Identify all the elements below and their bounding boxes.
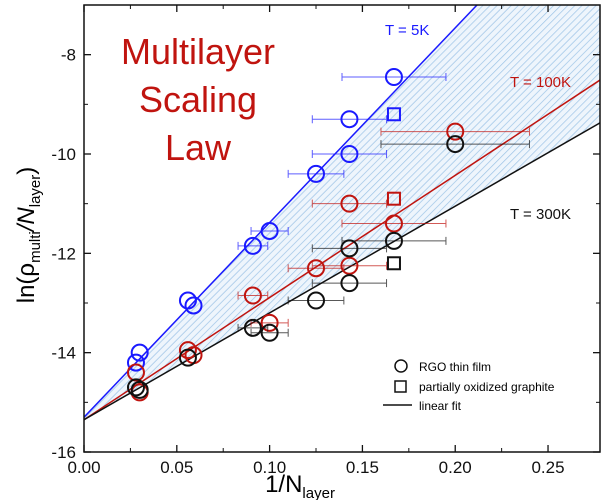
- data-point-circle: [243, 318, 262, 337]
- error-bar: [237, 291, 269, 300]
- y-tick-label: -10: [51, 145, 76, 164]
- data-point-circle: [130, 380, 149, 399]
- data-point-circle: [260, 313, 279, 332]
- data-point-circle: [340, 145, 359, 163]
- legend-circle-icon: [394, 359, 408, 373]
- data-point-circle: [307, 164, 326, 183]
- data-point-circle: [260, 323, 279, 342]
- label-100k: T = 100K: [510, 74, 571, 91]
- data-point-circle: [384, 214, 403, 233]
- legend: RGO thin film partially oxidized graphit…: [383, 359, 555, 413]
- y-axis-label-sub2: layer: [27, 175, 44, 208]
- data-point-circle: [384, 231, 403, 250]
- data-point-circle: [243, 236, 262, 255]
- y-tick-label: -16: [51, 443, 76, 462]
- error-bar: [250, 226, 289, 235]
- data-point-circle: [340, 256, 359, 275]
- data-point-circle: [340, 274, 359, 293]
- x-tick-label: 0.05: [160, 458, 193, 477]
- chart-title-line-2: Scaling: [139, 79, 257, 120]
- data-point-circle: [340, 110, 359, 129]
- data-point-square: [386, 256, 401, 271]
- error-bar: [380, 140, 530, 149]
- legend-item-rgo: RGO thin film: [419, 360, 491, 374]
- y-axis-label-sub1: multi: [27, 231, 44, 263]
- x-tick-label: 0.20: [439, 458, 472, 477]
- y-axis-label-pre: ln(ρ: [13, 263, 40, 303]
- data-point-circle: [307, 259, 326, 278]
- error-bar: [311, 244, 388, 253]
- y-tick-label: -12: [51, 244, 76, 263]
- label-5k: T = 5K: [385, 22, 429, 39]
- data-point-circle: [446, 122, 465, 141]
- data-point-circle: [126, 378, 145, 397]
- legend-item-fit: linear fit: [419, 399, 462, 413]
- data-point-circle: [178, 341, 197, 360]
- error-bar: [250, 328, 289, 337]
- fit-line-5K: [84, 5, 479, 418]
- error-bar: [237, 241, 269, 250]
- data-point-circle: [184, 296, 203, 315]
- error-bar: [287, 296, 345, 305]
- error-bar: [311, 279, 388, 288]
- plot-frame: [83, 4, 601, 453]
- error-bar: [287, 169, 345, 178]
- legend-item-graphite: partially oxidized graphite: [419, 380, 555, 394]
- data-point-circle: [130, 343, 149, 362]
- error-bar: [341, 219, 447, 228]
- y-axis-label-post: ): [13, 167, 40, 175]
- data-point-circle: [126, 353, 145, 372]
- fit-line-300K: [84, 122, 600, 421]
- data-point-square: [386, 191, 401, 206]
- data-point-circle: [126, 363, 145, 382]
- data-point-circle: [260, 221, 279, 240]
- x-tick-label: 0.15: [346, 458, 379, 477]
- data-point-circle: [307, 291, 326, 310]
- data-point-circle: [243, 286, 262, 305]
- x-tick-label: 0.00: [67, 458, 100, 477]
- legend-square-icon: [394, 380, 407, 393]
- confidence-band: [84, 5, 600, 420]
- chart-title-line-1: Multilayer: [121, 31, 275, 72]
- data-point-circle: [384, 68, 403, 87]
- data-point-circle: [178, 291, 197, 310]
- data-point-square: [386, 107, 401, 122]
- data-point-circle: [178, 348, 197, 367]
- x-tick-label: 0.10: [253, 458, 286, 477]
- error-bar: [311, 150, 388, 158]
- y-axis-label: ln(ρmulti/Nlayer): [13, 167, 44, 304]
- data-point-circle: [340, 194, 359, 213]
- x-axis-label-main: 1/N: [265, 471, 302, 498]
- error-bar: [341, 73, 447, 82]
- error-bar: [311, 199, 388, 208]
- chart-title-line-3: Law: [165, 127, 232, 168]
- error-bar: [311, 261, 388, 270]
- y-tick-label: -8: [61, 46, 76, 65]
- error-bar: [380, 127, 530, 136]
- label-300k: T = 300K: [510, 206, 571, 223]
- x-axis-label: 1/Nlayer: [265, 471, 335, 500]
- error-bar: [311, 115, 388, 124]
- data-point-circle: [446, 135, 465, 154]
- x-tick-label: 0.25: [531, 458, 564, 477]
- y-axis-label-mid: /N: [13, 207, 40, 234]
- x-axis-label-sub: layer: [302, 485, 335, 500]
- y-tick-label: -14: [51, 344, 76, 363]
- data-point-circle: [340, 239, 359, 258]
